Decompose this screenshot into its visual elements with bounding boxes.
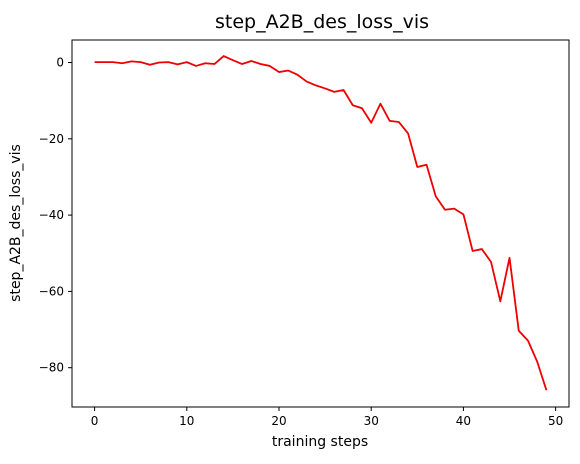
x-axis-label: training steps bbox=[272, 434, 368, 450]
y-tick-label: −80 bbox=[39, 361, 64, 375]
x-tick-label: 40 bbox=[456, 414, 471, 428]
y-tick-label: −60 bbox=[39, 284, 64, 298]
y-tick-label: 0 bbox=[56, 56, 64, 70]
chart-title: step_A2B_des_loss_vis bbox=[215, 11, 429, 33]
x-axis: 0 10 20 30 40 50 bbox=[91, 407, 563, 428]
x-tick-label: 20 bbox=[271, 414, 286, 428]
x-tick-label: 0 bbox=[91, 414, 99, 428]
x-tick-label: 30 bbox=[364, 414, 379, 428]
y-axis: 0 −20 −40 −60 −80 bbox=[39, 56, 72, 375]
plot-frame bbox=[71, 39, 570, 408]
y-tick-label: −20 bbox=[39, 132, 64, 146]
x-tick-label: 50 bbox=[548, 414, 563, 428]
y-axis-label: step_A2B_des_loss_vis bbox=[8, 144, 24, 302]
plot-area bbox=[94, 55, 548, 391]
y-tick-label: −40 bbox=[39, 208, 64, 222]
x-tick-label: 10 bbox=[179, 414, 194, 428]
series-line bbox=[94, 55, 548, 391]
